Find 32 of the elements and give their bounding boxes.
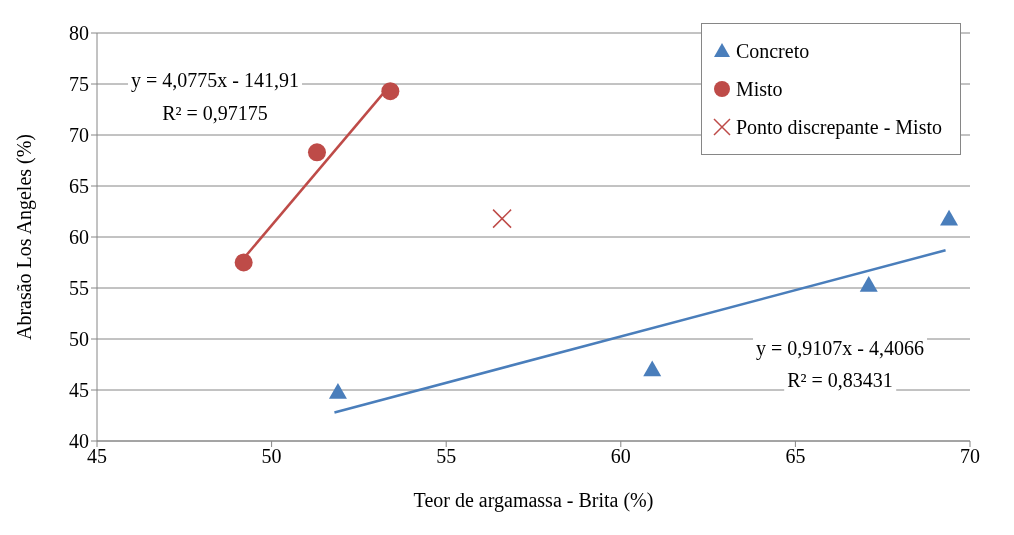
point <box>859 275 878 292</box>
x-tick-label: 45 <box>87 445 107 468</box>
y-tick-label: 80 <box>69 22 89 45</box>
point <box>328 383 347 399</box>
y-tick-label: 55 <box>69 277 89 300</box>
annotation: R² = 0,97175 <box>159 101 271 125</box>
y-axis-title: Abrasão Los Angeles (%) <box>13 133 37 341</box>
y-tick-label: 70 <box>69 124 89 147</box>
x-tick-label: 50 <box>261 445 282 468</box>
point <box>492 208 512 229</box>
annotation: y = 0,9107x - 4,4066 <box>753 336 927 360</box>
y-tick-label: 60 <box>69 226 89 249</box>
point <box>308 143 326 162</box>
x-tick-label: 60 <box>610 445 631 468</box>
y-tick-label: 45 <box>69 379 89 402</box>
y-tick-label: 40 <box>69 430 89 453</box>
legend-label: Concreto <box>735 39 810 63</box>
x-tick-label: 65 <box>785 445 806 468</box>
x-tick-label: 70 <box>960 445 980 468</box>
x-axis-title: Teor de argamassa - Brita (%) <box>413 489 654 512</box>
point <box>940 209 959 226</box>
annotation: y = 4,0775x - 141,91 <box>128 68 302 92</box>
y-tick-label: 75 <box>69 73 89 96</box>
x-tick-label: 55 <box>436 445 457 468</box>
point <box>643 360 662 377</box>
annotation: R² = 0,83431 <box>784 368 896 392</box>
legend-label: Ponto discrepante - Misto <box>735 115 942 139</box>
legend-label: Misto <box>735 77 783 101</box>
y-tick-label: 50 <box>69 328 89 351</box>
y-tick-label: 65 <box>69 175 89 198</box>
point <box>234 253 253 272</box>
point <box>381 82 400 101</box>
